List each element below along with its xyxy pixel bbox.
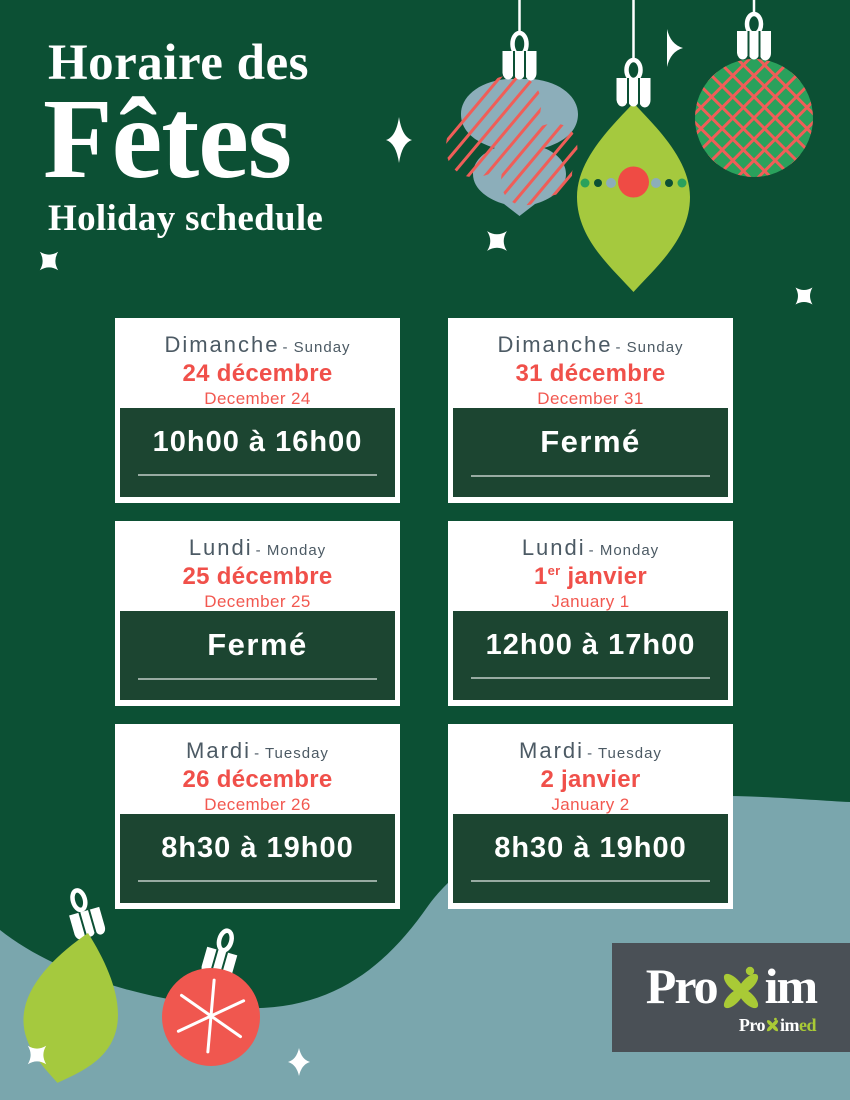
hours-text: 8h30 à 19h00 bbox=[494, 831, 687, 864]
hours-panel: 8h30 à 19h00 bbox=[453, 814, 728, 903]
card-header: Lundi - Monday 1er janvier January 1 bbox=[448, 521, 733, 611]
schedule-card-dec31: Dimanche - Sunday 31 décembre December 31… bbox=[448, 318, 733, 503]
title-line-fetes: Fêtes bbox=[43, 75, 292, 202]
hours-panel: 10h00 à 16h00 bbox=[120, 408, 395, 497]
day-label: Dimanche - Sunday bbox=[497, 332, 684, 357]
wordmark-post: im bbox=[764, 958, 819, 1014]
page-title: Horaire des Fêtes Holiday schedule bbox=[43, 35, 324, 240]
hours-panel: Fermé bbox=[453, 408, 728, 497]
hours-underline bbox=[137, 473, 378, 476]
snowflake-icon bbox=[176, 978, 246, 1054]
hours-underline bbox=[470, 879, 711, 882]
hours-text: Fermé bbox=[540, 424, 641, 459]
date-fr: 1er janvier bbox=[534, 563, 647, 591]
date-fr: 25 décembre bbox=[182, 563, 333, 591]
date-en: December 24 bbox=[204, 388, 311, 408]
date-fr: 26 décembre bbox=[182, 766, 333, 794]
date-en: January 1 bbox=[551, 591, 630, 611]
date-fr: 24 décembre bbox=[182, 360, 333, 388]
hours-underline bbox=[470, 475, 711, 477]
card-header: Mardi - Tuesday 2 janvier January 2 bbox=[448, 724, 733, 814]
title-subtitle-en: Holiday schedule bbox=[48, 198, 324, 240]
hours-panel: 8h30 à 19h00 bbox=[120, 814, 395, 903]
card-header: Dimanche - Sunday 24 décembre December 24 bbox=[115, 318, 400, 408]
day-label: Dimanche - Sunday bbox=[164, 332, 351, 357]
hours-panel: 12h00 à 17h00 bbox=[453, 611, 728, 700]
title-line-fr: Horaire des bbox=[48, 35, 309, 91]
wordmark-pre: Pro bbox=[645, 958, 719, 1014]
lime-drop-ornament-icon bbox=[577, 57, 690, 292]
date-fr: 31 décembre bbox=[515, 360, 666, 388]
sparkle-x-icon bbox=[27, 1045, 47, 1065]
lime-teardrop-ornament-icon bbox=[23, 888, 118, 1083]
hours-underline bbox=[137, 678, 378, 680]
schedule-card-dec26: Mardi - Tuesday 26 décembre December 26 8… bbox=[115, 724, 400, 909]
sparkle-x-icon bbox=[487, 231, 507, 251]
proximed-wordmark: Pro imed bbox=[738, 1015, 817, 1035]
card-header: Dimanche - Sunday 31 décembre December 31 bbox=[448, 318, 733, 408]
proxim-x-petals-icon bbox=[723, 966, 758, 1009]
schedule-card-jan2: Mardi - Tuesday 2 janvier January 2 8h30 … bbox=[448, 724, 733, 909]
hours-text: 12h00 à 17h00 bbox=[485, 628, 696, 661]
day-label: Lundi - Monday bbox=[521, 535, 660, 560]
sparkle-star-icon bbox=[386, 117, 412, 163]
proximed-x-petals-icon bbox=[766, 1017, 779, 1032]
card-header: Mardi - Tuesday 26 décembre December 26 bbox=[115, 724, 400, 814]
hours-text: Fermé bbox=[207, 627, 308, 662]
date-fr: 2 janvier bbox=[540, 766, 641, 794]
top-ornaments-decoration bbox=[39, 0, 813, 305]
ornament-strings bbox=[518, 0, 756, 62]
schedule-card-jan1: Lundi - Monday 1er janvier January 1 12h0… bbox=[448, 521, 733, 706]
sparkle-x-icon bbox=[795, 287, 813, 305]
date-en: December 31 bbox=[537, 388, 644, 408]
day-label: Mardi - Tuesday bbox=[186, 738, 329, 763]
sparkle-x-icon bbox=[39, 251, 59, 271]
hours-panel: Fermé bbox=[120, 611, 395, 700]
day-label: Mardi - Tuesday bbox=[519, 738, 662, 763]
schedule-card-dec24: Dimanche - Sunday 24 décembre December 24… bbox=[115, 318, 400, 503]
sparkle-star-icon bbox=[667, 29, 683, 67]
date-en: December 25 bbox=[204, 591, 311, 611]
proxim-wordmark: Pro im bbox=[612, 955, 850, 1017]
date-en: January 2 bbox=[551, 794, 630, 814]
schedule-card-dec25: Lundi - Monday 25 décembre December 25 Fe… bbox=[115, 521, 400, 706]
card-header: Lundi - Monday 25 décembre December 25 bbox=[115, 521, 400, 611]
proxim-logo-box: Pro im Pro bbox=[612, 943, 850, 1052]
date-en: December 26 bbox=[204, 794, 311, 814]
day-label: Lundi - Monday bbox=[188, 535, 327, 560]
hours-text: 10h00 à 16h00 bbox=[152, 425, 363, 458]
hours-underline bbox=[470, 676, 711, 679]
schedule-grid: Dimanche - Sunday 24 décembre December 24… bbox=[115, 318, 733, 909]
red-ball-ornament-icon bbox=[162, 928, 260, 1066]
hours-text: 8h30 à 19h00 bbox=[161, 831, 354, 864]
sparkle-star-icon bbox=[288, 1048, 310, 1076]
hours-underline bbox=[137, 879, 378, 882]
